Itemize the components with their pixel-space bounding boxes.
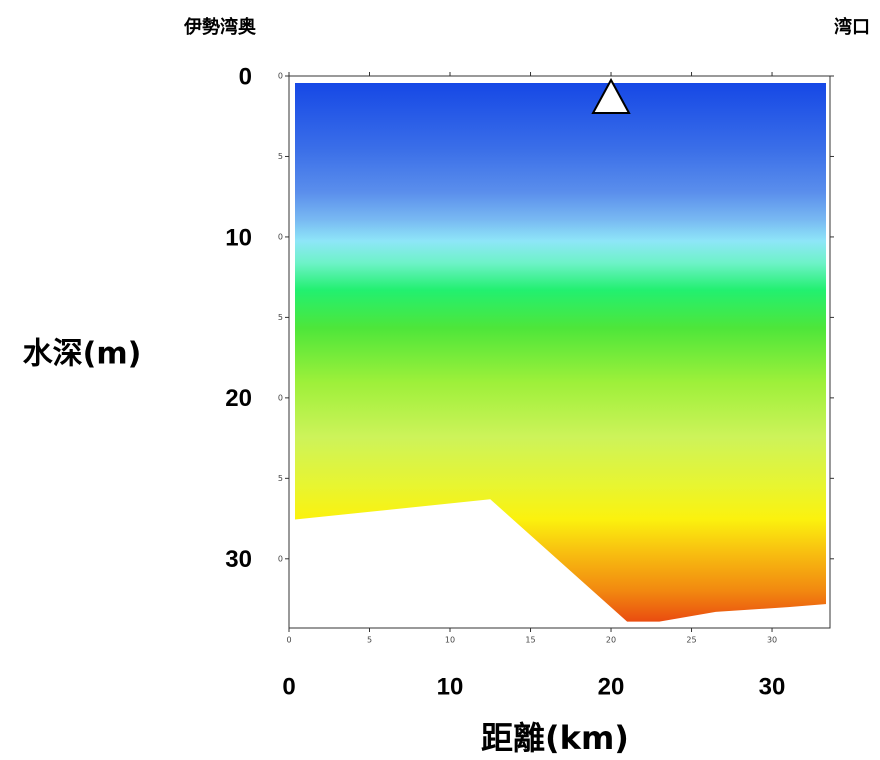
x-tick-label: 30 <box>759 673 786 700</box>
y-tick-label: 20 <box>225 385 252 412</box>
x-minor-tick-label: 5 <box>367 636 372 645</box>
annotation: 湾口 <box>834 16 870 38</box>
x-minor-tick-label: 20 <box>606 636 616 645</box>
y-minor-tick-label: 5 <box>278 474 283 483</box>
x-axis-label: 距離(km) <box>481 719 629 757</box>
x-minor-tick-label: 15 <box>525 636 535 645</box>
plot-frame <box>288 75 831 629</box>
annotation: 伊勢湾奥 <box>183 16 257 38</box>
x-tick-label: 20 <box>598 673 625 700</box>
y-tick-label: 0 <box>239 63 252 90</box>
y-tick-label: 10 <box>225 224 252 251</box>
y-minor-tick-label: 0 <box>278 393 283 402</box>
y-tick-label: 30 <box>225 546 252 573</box>
y-minor-tick-label: 5 <box>278 313 283 322</box>
x-tick-label: 10 <box>437 673 464 700</box>
y-axis-label: 水深(m) <box>23 337 142 372</box>
y-minor-tick-label: 0 <box>278 232 283 241</box>
station-marker <box>591 77 631 114</box>
seabed <box>289 499 830 628</box>
x-minor-tick-label: 10 <box>445 636 455 645</box>
y-minor-tick-label: 0 <box>278 554 283 563</box>
y-minor-tick-label: 5 <box>278 152 283 161</box>
x-minor-tick-label: 0 <box>286 636 291 645</box>
x-tick-label: 0 <box>282 673 295 700</box>
x-minor-tick-label: 25 <box>686 636 696 645</box>
x-minor-tick-label: 30 <box>767 636 777 645</box>
y-minor-tick-label: 0 <box>278 72 283 81</box>
